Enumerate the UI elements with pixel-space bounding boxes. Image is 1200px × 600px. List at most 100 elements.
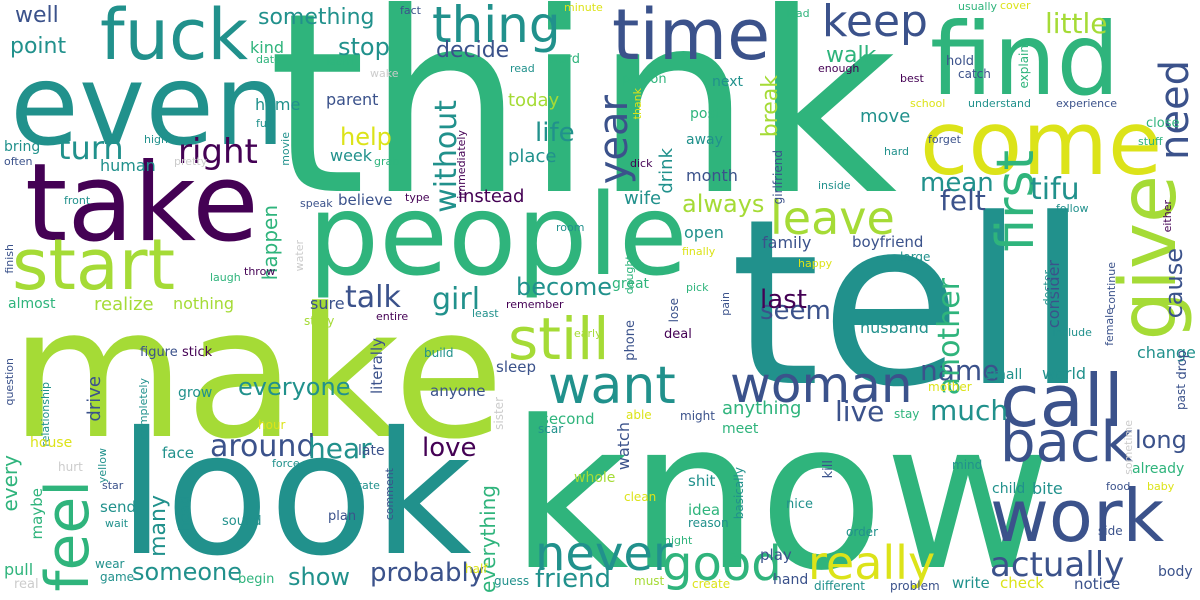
word-right: right bbox=[178, 132, 258, 172]
word-sister: sister bbox=[492, 397, 506, 430]
word-lead: lead bbox=[786, 7, 810, 20]
word-guess: guess bbox=[494, 574, 530, 588]
word-best: best bbox=[900, 72, 924, 85]
word-year: year bbox=[591, 95, 637, 185]
word-early: early bbox=[574, 327, 602, 340]
word-mind: mind bbox=[952, 458, 983, 472]
word-friend: friend bbox=[535, 564, 612, 594]
word-stay: stay bbox=[894, 407, 920, 421]
word-sound: sound bbox=[222, 514, 262, 529]
word-call: call bbox=[1000, 359, 1124, 443]
word-boyfriend: boyfriend bbox=[852, 233, 924, 251]
word-help: help bbox=[340, 123, 392, 151]
word-scar: scar bbox=[538, 422, 564, 436]
word-might: might bbox=[680, 409, 715, 423]
word-break: break bbox=[758, 75, 783, 138]
word-cover: cover bbox=[1000, 0, 1031, 12]
word-order: order bbox=[846, 525, 878, 539]
word-believe: believe bbox=[338, 191, 393, 209]
word-explain: explain bbox=[1017, 45, 1031, 89]
word-love: love bbox=[422, 433, 477, 463]
word-child: child bbox=[992, 481, 1026, 497]
word-yellow: yellow bbox=[96, 448, 109, 484]
word-figure: figure bbox=[140, 345, 178, 360]
word-family: family bbox=[762, 233, 812, 252]
word-include: include bbox=[1052, 326, 1092, 339]
word-notice: notice bbox=[1074, 575, 1121, 593]
word-back: back bbox=[1000, 410, 1134, 475]
word-turn: turn bbox=[58, 129, 124, 167]
word-tifu: tifu bbox=[1030, 172, 1080, 207]
word-really: really bbox=[808, 536, 936, 590]
word-drink: drink bbox=[656, 148, 677, 194]
word-throw: throw bbox=[244, 265, 276, 278]
word-sleep: sleep bbox=[496, 358, 536, 376]
word-water: water bbox=[293, 240, 306, 272]
word-stick: stick bbox=[182, 345, 213, 360]
word-live: live bbox=[835, 395, 885, 428]
word-point: point bbox=[10, 34, 67, 59]
word-wife: wife bbox=[624, 188, 662, 209]
word-already: already bbox=[1132, 461, 1185, 477]
word-start: start bbox=[12, 224, 176, 306]
word-able: able bbox=[626, 408, 652, 422]
word-real: real bbox=[14, 577, 39, 592]
word-large: large bbox=[900, 250, 931, 264]
word-post: post bbox=[690, 106, 721, 122]
word-understand: understand bbox=[968, 97, 1031, 110]
word-different: different bbox=[814, 579, 865, 593]
word-feel: feel bbox=[33, 480, 103, 592]
word-long: long bbox=[1135, 426, 1187, 454]
word-often: often bbox=[4, 155, 33, 168]
word-tell: tell bbox=[730, 171, 1090, 438]
word-kill: kill bbox=[821, 460, 836, 479]
word-leave: leave bbox=[770, 191, 895, 245]
word-week: week bbox=[330, 146, 373, 165]
word-realize: realize bbox=[94, 294, 154, 315]
word-write: write bbox=[952, 574, 990, 592]
word-full: full bbox=[256, 117, 273, 130]
word-hard: hard bbox=[884, 145, 910, 158]
word-people: people bbox=[308, 171, 688, 301]
word-baby: baby bbox=[1147, 480, 1175, 493]
word-room: room bbox=[556, 221, 585, 234]
word-wake: wake bbox=[370, 67, 399, 80]
word-literally: literally bbox=[368, 338, 386, 395]
word-talk: talk bbox=[345, 280, 401, 315]
word-stuff: stuff bbox=[1138, 135, 1163, 148]
word-word: word bbox=[548, 52, 580, 67]
word-change: change bbox=[1137, 343, 1196, 362]
word-felt: felt bbox=[940, 184, 986, 217]
word-learn: learn bbox=[326, 55, 354, 68]
word-know: know bbox=[510, 378, 1052, 600]
word-every: every bbox=[0, 455, 22, 512]
word-decide: decide bbox=[436, 38, 510, 63]
word-keep: keep bbox=[822, 0, 928, 47]
word-reason: reason bbox=[688, 516, 729, 530]
word-send: send bbox=[100, 498, 137, 516]
word-grab: grab bbox=[374, 155, 400, 168]
word-home: home bbox=[255, 95, 301, 114]
word-instead: instead bbox=[458, 186, 525, 207]
word-find: find bbox=[930, 1, 1120, 118]
word-good: good bbox=[662, 536, 782, 592]
word-fuck: fuck bbox=[100, 0, 249, 76]
word-many: many bbox=[146, 495, 171, 557]
word-school: school bbox=[910, 97, 946, 110]
word-idea: idea bbox=[688, 501, 721, 519]
word-much: much bbox=[930, 394, 1009, 427]
word-pretty: pretty bbox=[174, 155, 208, 168]
word-front: front bbox=[64, 194, 91, 207]
word-close: close bbox=[1146, 116, 1180, 131]
word-probably: probably bbox=[370, 558, 485, 588]
word-take: take bbox=[25, 141, 259, 266]
word-dick: dick bbox=[630, 157, 653, 170]
word-hand: hand bbox=[773, 572, 809, 588]
word-pain: pain bbox=[719, 292, 732, 316]
word-make: make bbox=[10, 270, 505, 479]
word-clean: clean bbox=[624, 490, 657, 504]
word-away: away bbox=[686, 132, 723, 148]
word-next: next bbox=[712, 74, 744, 90]
word-laugh: laugh bbox=[210, 271, 241, 284]
